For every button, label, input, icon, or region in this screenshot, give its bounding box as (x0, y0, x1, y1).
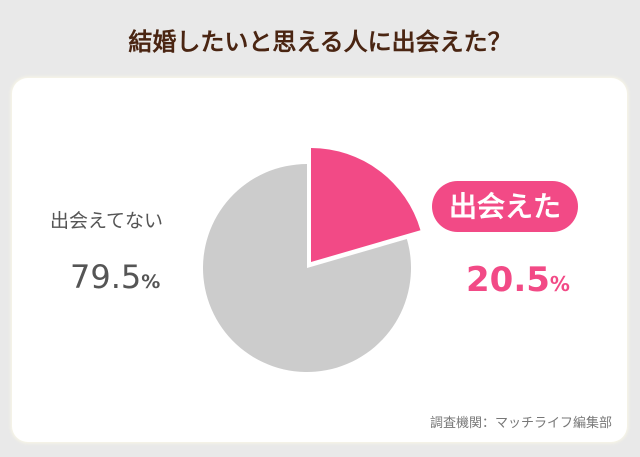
value-met-number: 20.5 (466, 260, 550, 300)
label-not-met: 出会えてない (50, 210, 164, 232)
chart-card (12, 78, 627, 442)
value-not-met-number: 79.5 (70, 258, 142, 296)
label-met-badge: 出会えた (432, 181, 578, 232)
chart-title: 結婚したいと思える人に出会えた？ (128, 28, 512, 56)
value-not-met: 79.5% (70, 258, 160, 296)
pie-slice-met (311, 148, 421, 262)
unit: % (549, 272, 570, 296)
source-note: 調査機関：マッチライフ編集部 (429, 416, 612, 431)
value-met: 20.5% (466, 260, 570, 300)
unit: % (141, 271, 161, 293)
pie-slice-not-met (203, 164, 411, 372)
